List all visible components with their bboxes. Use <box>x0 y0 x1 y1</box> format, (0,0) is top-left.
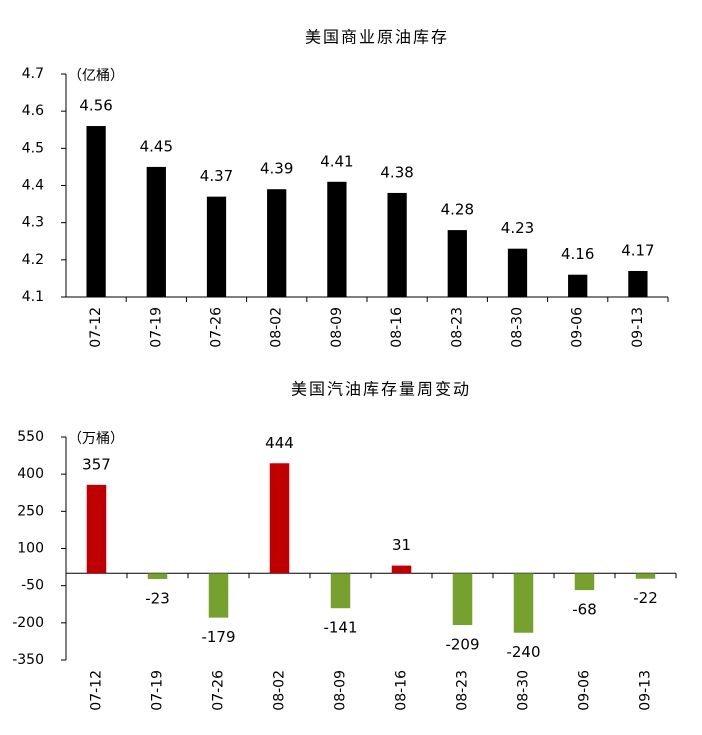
data-label: -209 <box>445 636 479 654</box>
x-tick-label: 09-13 <box>630 307 646 348</box>
bar <box>86 484 107 574</box>
x-tick-label: 08-02 <box>269 307 285 348</box>
y-tick-label: 4.5 <box>22 140 44 156</box>
data-label: -240 <box>506 643 540 661</box>
data-label: -141 <box>323 619 357 637</box>
bar <box>568 274 588 297</box>
data-label: 4.39 <box>260 160 293 178</box>
unit-label: （万桶） <box>68 431 124 447</box>
x-tick-label: 07-12 <box>89 670 105 711</box>
x-tick-label: 08-30 <box>516 670 532 711</box>
x-tick-label: 07-26 <box>211 670 227 711</box>
bar <box>269 463 290 574</box>
bar <box>447 230 467 297</box>
y-tick-label: 400 <box>17 466 44 482</box>
data-label: 4.28 <box>441 201 474 219</box>
x-tick-label: 08-16 <box>389 307 405 348</box>
data-label: -22 <box>633 589 658 607</box>
y-tick-label: 100 <box>17 541 44 557</box>
y-tick-label: 250 <box>17 503 44 519</box>
bar <box>628 270 648 297</box>
x-tick-label: 08-30 <box>510 307 526 348</box>
x-tick-label: 09-06 <box>570 307 586 348</box>
data-label: 4.56 <box>79 97 112 115</box>
x-tick-label: 07-19 <box>150 670 166 711</box>
x-tick-label: 07-26 <box>209 307 225 348</box>
bar <box>391 565 412 574</box>
bar <box>574 573 595 591</box>
y-tick-label: -50 <box>21 578 44 594</box>
data-label: 4.45 <box>140 137 173 155</box>
chart-title: 美国汽油库存量周变动 <box>291 380 471 399</box>
bar <box>452 573 473 626</box>
bar <box>513 573 534 633</box>
x-tick-label: 07-12 <box>88 307 104 348</box>
x-tick-label: 08-23 <box>455 670 471 711</box>
y-tick-label: 4.1 <box>22 289 44 305</box>
x-tick-label: 08-23 <box>449 307 465 348</box>
x-tick-label: 08-09 <box>329 307 345 348</box>
x-tick-label: 08-09 <box>333 670 349 711</box>
y-tick-label: 4.2 <box>22 252 44 268</box>
bar <box>208 573 229 618</box>
bar <box>387 192 407 297</box>
y-tick-label: 550 <box>17 429 44 445</box>
unit-label: （亿桶） <box>68 68 124 84</box>
data-label: 357 <box>82 455 111 473</box>
x-tick-label: 07-19 <box>148 307 164 348</box>
data-label: 444 <box>265 434 294 452</box>
y-tick-label: 4.7 <box>22 66 44 82</box>
y-tick-label: 4.3 <box>22 215 44 231</box>
data-label: -68 <box>572 601 597 619</box>
bar <box>507 248 528 297</box>
x-tick-label: 08-02 <box>272 670 288 711</box>
bar <box>147 573 168 579</box>
data-label: 4.17 <box>621 241 654 259</box>
bar <box>206 196 227 297</box>
data-label: 4.23 <box>501 219 534 237</box>
data-label: 31 <box>392 536 411 554</box>
y-tick-label: 4.4 <box>22 178 44 194</box>
data-label: 4.41 <box>320 152 353 170</box>
bar <box>327 181 347 297</box>
bar <box>146 166 166 297</box>
y-tick-label: -200 <box>12 615 44 631</box>
bar <box>267 189 287 297</box>
data-label: 4.37 <box>200 167 233 185</box>
data-label: -23 <box>145 589 170 607</box>
bar <box>86 126 106 298</box>
bar <box>635 573 656 579</box>
data-label: -179 <box>201 628 235 646</box>
data-label: 4.38 <box>380 163 413 181</box>
x-tick-label: 09-13 <box>638 670 654 711</box>
data-label: 4.16 <box>561 245 594 263</box>
chart-title: 美国商业原油库存 <box>305 28 449 47</box>
x-tick-label: 09-06 <box>577 670 593 711</box>
y-tick-label: -350 <box>12 652 44 668</box>
bar <box>330 573 351 609</box>
x-tick-label: 08-16 <box>394 670 410 711</box>
y-tick-label: 4.6 <box>22 103 44 119</box>
